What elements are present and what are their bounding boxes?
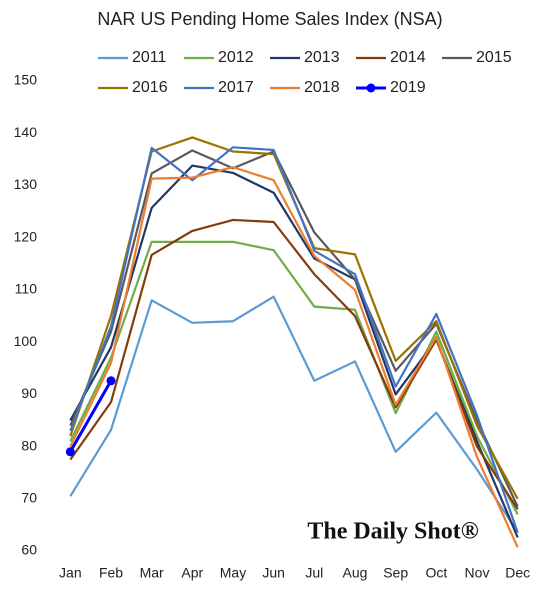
legend-label: 2011 xyxy=(132,49,167,66)
series-line xyxy=(69,166,519,548)
y-tick-label: 140 xyxy=(14,124,38,140)
x-tick-label: Jan xyxy=(59,565,82,581)
series-line xyxy=(69,146,519,534)
y-tick-label: 150 xyxy=(14,72,38,88)
legend-label: 2014 xyxy=(390,49,426,66)
x-tick-label: Dec xyxy=(505,565,530,581)
y-tick-label: 90 xyxy=(21,385,37,401)
x-tick-label: Aug xyxy=(343,565,368,581)
y-tick-label: 70 xyxy=(21,489,37,505)
x-tick-label: Jun xyxy=(262,565,285,581)
x-tick-label: Sep xyxy=(383,565,408,581)
x-tick-label: Apr xyxy=(181,565,203,581)
series-line xyxy=(69,240,519,515)
series-line xyxy=(69,218,519,510)
legend-label: 2017 xyxy=(218,79,254,96)
y-tick-label: 60 xyxy=(21,542,37,558)
data-point xyxy=(106,376,116,386)
legend-label: 2015 xyxy=(476,49,512,66)
y-tick-label: 110 xyxy=(15,281,38,297)
x-tick-label: Mar xyxy=(140,565,164,581)
watermark: The Daily Shot® xyxy=(307,519,478,545)
y-tick-label: 130 xyxy=(14,176,38,192)
y-tick-label: 80 xyxy=(21,437,37,453)
chart-title: NAR US Pending Home Sales Index (NSA) xyxy=(97,9,442,29)
legend-label: 2012 xyxy=(218,49,254,66)
legend-label: 2016 xyxy=(132,79,168,96)
y-tick-label: 100 xyxy=(14,333,38,349)
x-tick-label: Feb xyxy=(99,565,123,581)
y-tick-label: 120 xyxy=(14,228,38,244)
legend-marker xyxy=(366,83,376,93)
legend-label: 2013 xyxy=(304,49,340,66)
series-line xyxy=(69,380,113,453)
data-point xyxy=(65,447,75,457)
x-tick-label: Nov xyxy=(465,565,490,581)
series-line xyxy=(69,295,519,533)
x-tick-label: May xyxy=(220,565,246,581)
x-tick-label: Jul xyxy=(305,565,323,581)
legend-label: 2019 xyxy=(390,79,426,96)
x-tick-label: Oct xyxy=(425,565,447,581)
legend-label: 2018 xyxy=(304,79,340,96)
